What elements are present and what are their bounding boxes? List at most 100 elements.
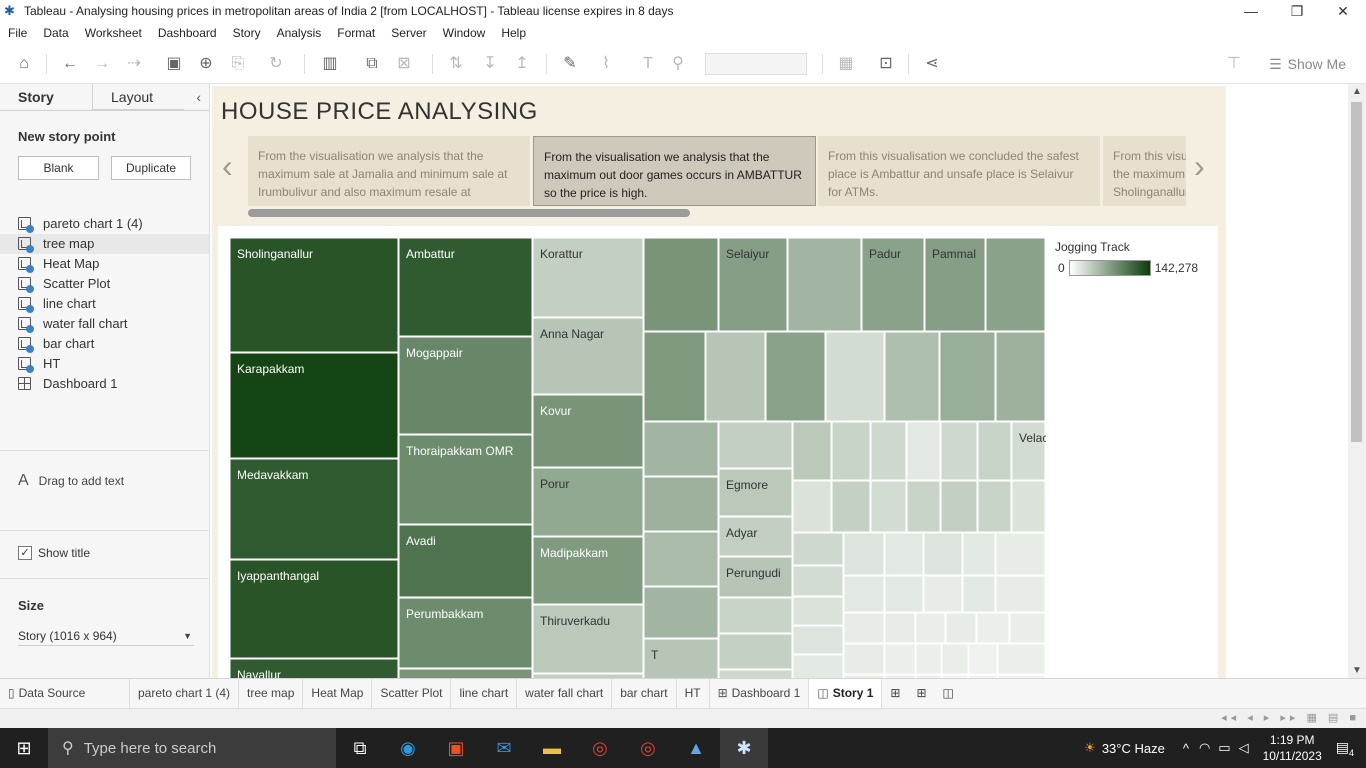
treemap-tile[interactable] (870, 421, 907, 481)
show-mark-labels-icon[interactable]: T (643, 55, 653, 72)
size-dropdown[interactable]: Story (1016 x 964) ▼ (18, 626, 194, 646)
menu-window[interactable]: Window (442, 26, 486, 40)
undo-icon[interactable]: ← (62, 55, 78, 72)
treemap-tile[interactable] (718, 597, 793, 634)
next-point-icon[interactable]: › (1194, 148, 1205, 184)
menu-data[interactable]: Data (43, 26, 69, 40)
treemap-tile[interactable] (985, 238, 1046, 332)
volume-icon[interactable]: ◁ (1238, 740, 1249, 755)
treemap-tile[interactable] (906, 480, 941, 533)
treemap-tile[interactable] (906, 421, 941, 481)
treemap-tile-sholinganallur[interactable] (230, 238, 399, 353)
treemap-tile-thiruverkadu[interactable] (532, 604, 644, 674)
treemap-tile[interactable] (718, 633, 793, 670)
story-point-1[interactable]: From the visualisation we analysis that … (248, 136, 532, 206)
treemap-tile-perungudi[interactable] (718, 556, 793, 598)
treemap-tile[interactable] (843, 643, 885, 675)
treemap-tile[interactable] (792, 654, 844, 678)
sheet-item-tree-map[interactable]: tree map (0, 234, 209, 254)
treemap-tile[interactable] (976, 612, 1010, 644)
treemap-tile[interactable] (718, 669, 793, 678)
treemap-tile-perumbakkam[interactable] (398, 597, 533, 669)
treemap-tile[interactable] (643, 476, 719, 532)
task-view-icon[interactable]: ⧉ (353, 737, 367, 758)
treemap-tile-t[interactable] (643, 638, 719, 678)
tableau-taskbar-icon[interactable]: ✱ (720, 728, 768, 768)
close-button[interactable]: ✕ (1337, 3, 1349, 19)
treemap-tile[interactable] (643, 238, 719, 332)
treemap-tile[interactable] (792, 565, 844, 597)
treemap-tile[interactable] (792, 625, 844, 655)
treemap-tile-thoraipakkam-omr[interactable] (398, 434, 533, 525)
replay-icon[interactable]: ⇢ (127, 55, 141, 72)
tab-ht[interactable]: HT (677, 678, 710, 709)
tab-line-chart[interactable]: line chart (451, 678, 518, 709)
chrome-profile-icon[interactable]: ◎ (640, 737, 656, 758)
treemap-tile[interactable] (1011, 480, 1046, 533)
treemap-tile[interactable] (995, 532, 1046, 576)
wifi-icon[interactable]: ◠ (1198, 740, 1211, 755)
story-point-4[interactable]: From this visualisation we analysis that… (1103, 136, 1186, 206)
sheet-item-water-fall-chart[interactable]: water fall chart (0, 314, 209, 334)
treemap-tile[interactable] (941, 643, 969, 675)
windows-start-icon[interactable]: ⊞ (16, 737, 32, 758)
treemap-tile[interactable] (940, 480, 978, 533)
treemap-tile[interactable] (643, 331, 706, 422)
treemap-tile-ambattur[interactable] (398, 238, 533, 337)
tab-data-source[interactable]: ▯ Data Source (0, 678, 130, 709)
tab-heat-map[interactable]: Heat Map (303, 678, 373, 709)
fit-dropdown[interactable] (705, 53, 807, 75)
treemap-tile[interactable] (915, 674, 942, 678)
treemap-tile-madipakkam[interactable] (532, 536, 644, 605)
treemap-tile-korattur[interactable] (532, 238, 644, 318)
sheet-item-pareto-chart[interactable]: pareto chart 1 (4) (0, 214, 209, 234)
duplicate-sheet-icon[interactable]: ⧉ (366, 55, 378, 72)
treemap-tile[interactable] (884, 575, 924, 613)
menu-server[interactable]: Server (391, 26, 427, 40)
treemap-tile[interactable] (831, 421, 871, 481)
treemap-tile[interactable] (923, 532, 963, 576)
tab-story-1[interactable]: ◫ Story 1 (809, 678, 883, 709)
tab-bar-chart[interactable]: bar chart (612, 678, 677, 709)
treemap-tile[interactable] (997, 643, 1046, 675)
previous-point-icon[interactable]: ‹ (222, 148, 233, 184)
treemap-tile[interactable] (705, 331, 766, 422)
collapse-pane-icon[interactable]: ‹ (196, 89, 201, 105)
treemap-tile[interactable] (831, 480, 871, 533)
checkbox-checked-icon[interactable]: ✓ (18, 546, 32, 560)
treemap-tile[interactable] (843, 674, 885, 678)
treemap-tile-navallur[interactable] (230, 658, 399, 678)
treemap-tile-pammal[interactable] (924, 238, 986, 332)
treemap-tile[interactable] (792, 480, 832, 533)
battery-icon[interactable]: ▭ (1218, 740, 1231, 755)
show-cards-icon[interactable]: ▦ (838, 55, 854, 72)
treemap-tile[interactable] (398, 668, 533, 678)
scroll-down-icon[interactable]: ▼ (1352, 665, 1362, 676)
treemap-tile-egmore[interactable] (718, 468, 793, 517)
duplicate-button[interactable]: Duplicate (111, 156, 191, 180)
treemap-tile[interactable] (643, 586, 719, 639)
treemap-tile[interactable] (532, 673, 644, 678)
treemap-tile[interactable] (962, 575, 996, 613)
tab-story[interactable]: Story (0, 84, 92, 110)
sheet-item-heat-map[interactable]: Heat Map (0, 254, 209, 274)
menu-dashboard[interactable]: Dashboard (157, 26, 217, 40)
treemap-tile-padur[interactable] (861, 238, 925, 332)
treemap-tile[interactable] (941, 674, 969, 678)
treemap-tile[interactable] (962, 532, 996, 576)
treemap-tile[interactable] (792, 596, 844, 626)
mail-icon[interactable]: ✉ (496, 737, 512, 758)
blank-button[interactable]: Blank (18, 156, 99, 180)
scroll-up-icon[interactable]: ▲ (1352, 86, 1362, 97)
treemap-tile[interactable] (884, 674, 916, 678)
story-point-3[interactable]: From this visualisation we concluded the… (818, 136, 1102, 206)
notifications-icon[interactable]: ▤4 (1335, 738, 1354, 758)
share-icon[interactable]: ⋖ (925, 55, 939, 72)
treemap-tile-medavakkam[interactable] (230, 458, 399, 560)
navigator-scrollbar[interactable] (248, 209, 690, 217)
menu-file[interactable]: File (8, 26, 28, 40)
treemap-tile[interactable] (792, 421, 832, 481)
file-explorer-icon[interactable]: ▬ (543, 737, 561, 758)
group-members-icon[interactable]: ⌇ (602, 55, 610, 72)
format-painter-icon[interactable]: ⊤ (1227, 55, 1241, 72)
